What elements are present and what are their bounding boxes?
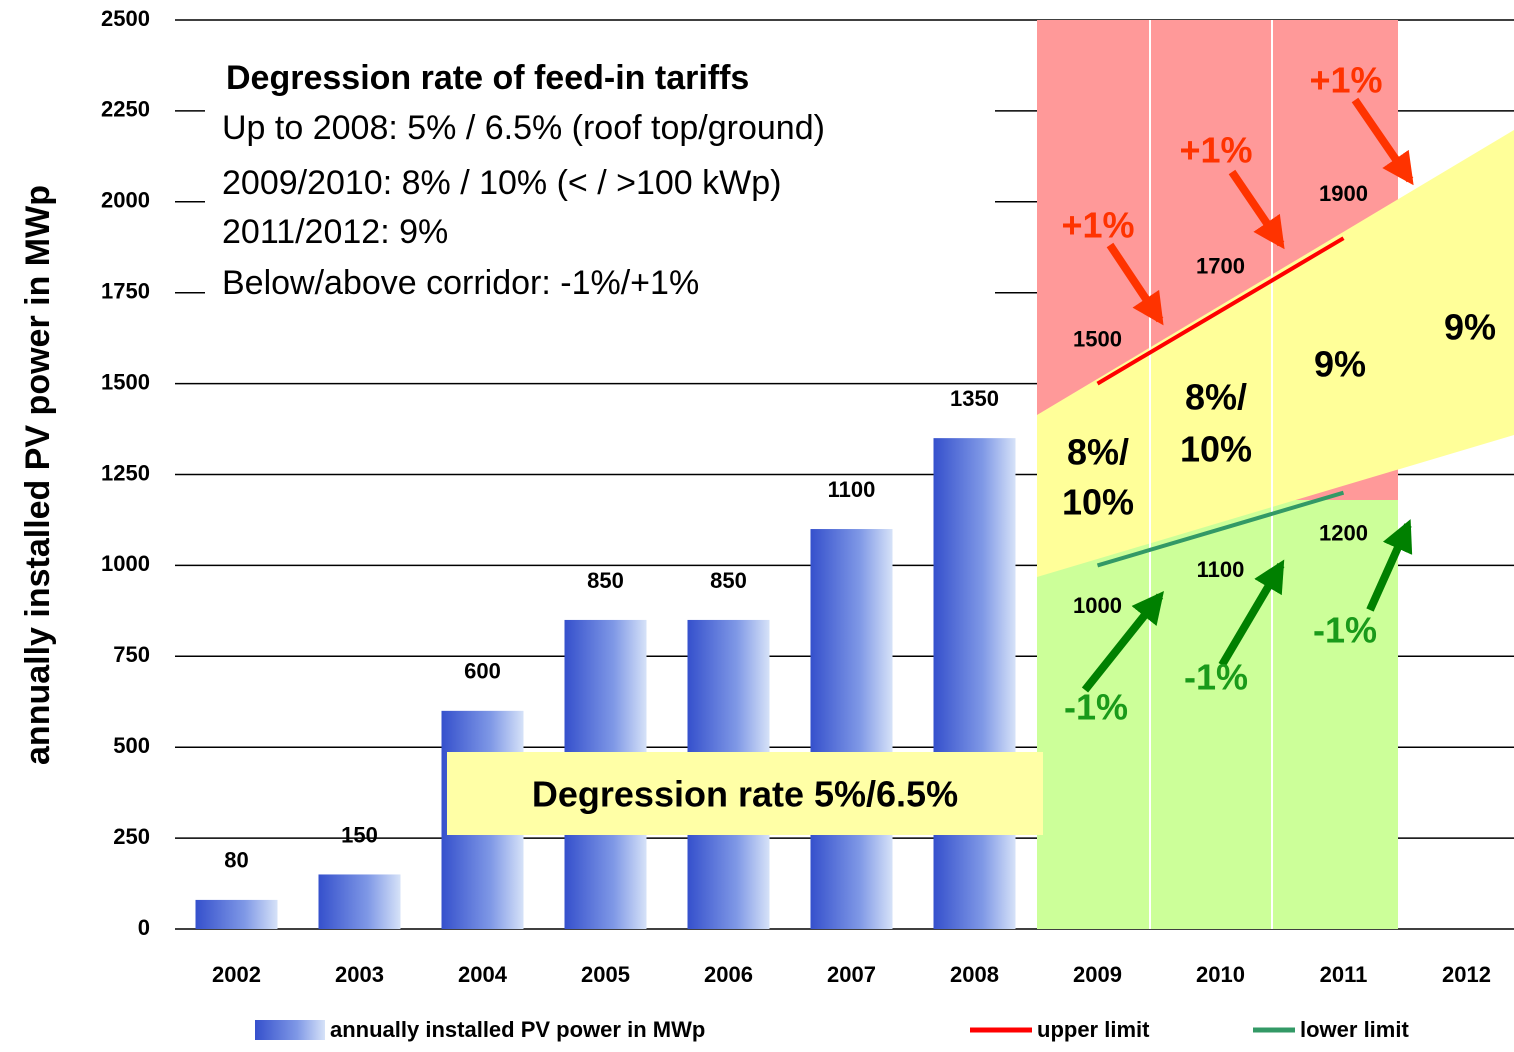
limit-value-label: 1900: [1319, 181, 1368, 206]
y-tick-label: 1500: [101, 369, 150, 394]
down-label: -1%: [1064, 687, 1128, 728]
value-label: 850: [710, 568, 747, 593]
value-label: 850: [587, 568, 624, 593]
y-tick-label: 2000: [101, 188, 150, 213]
x-tick-label: 2012: [1442, 962, 1491, 987]
rate-label: 9%: [1314, 344, 1366, 385]
y-tick-label: 250: [113, 824, 150, 849]
up-label: +1%: [1309, 60, 1382, 101]
bar: [811, 529, 893, 929]
x-tick-label: 2009: [1073, 962, 1122, 987]
x-tick-label: 2006: [704, 962, 753, 987]
limit-value-label: 1700: [1196, 254, 1245, 279]
bar: [319, 874, 401, 929]
x-tick-label: 2007: [827, 962, 876, 987]
x-tick-label: 2011: [1320, 962, 1368, 987]
y-tick-label: 2250: [101, 97, 150, 122]
rate-label: 8%/: [1185, 377, 1247, 418]
y-axis-label: annually installed PV power in MWp: [19, 185, 57, 765]
up-label: +1%: [1179, 130, 1252, 171]
legend-label: lower limit: [1300, 1017, 1409, 1042]
box-line: Up to 2008: 5% / 6.5% (roof top/ground): [222, 109, 825, 147]
y-tick-label: 0: [138, 915, 150, 940]
x-tick-label: 2008: [950, 962, 999, 987]
x-tick-label: 2004: [458, 962, 508, 987]
box-line: 2009/2010: 8% / 10% (< / >100 kWp): [222, 164, 781, 202]
rate-label: 10%: [1062, 482, 1134, 523]
legend-swatch: [255, 1020, 325, 1040]
y-tick-label: 1250: [101, 460, 150, 485]
y-tick-label: 2500: [101, 6, 150, 31]
legend-label: annually installed PV power in MWp: [330, 1017, 705, 1042]
value-label: 1350: [950, 386, 999, 411]
x-tick-label: 2002: [212, 962, 261, 987]
box-title: Degression rate of feed-in tariffs: [226, 59, 749, 97]
up-label: +1%: [1061, 205, 1134, 246]
limit-value-label: 1500: [1073, 326, 1122, 351]
down-label: -1%: [1184, 657, 1248, 698]
bars: [196, 438, 1016, 929]
value-label: 1100: [828, 477, 876, 502]
limit-value-label: 1100: [1197, 557, 1245, 582]
limit-value-label: 1200: [1319, 520, 1368, 545]
y-tick-label: 1750: [101, 279, 150, 304]
y-tick-label: 750: [113, 642, 150, 667]
down-label: -1%: [1313, 610, 1377, 651]
limit-value-label: 1000: [1073, 593, 1122, 618]
x-tick-label: 2005: [581, 962, 630, 987]
x-tick-label: 2003: [335, 962, 384, 987]
value-label: 600: [464, 659, 501, 684]
box-line: 2011/2012: 9%: [222, 213, 448, 251]
rate-label: 8%/: [1067, 432, 1129, 473]
legend: annually installed PV power in MWp upper …: [255, 1017, 1409, 1042]
chart: 0 250 500 750 1000 1250 1500 1750 2000 2250 2500 2…: [0, 0, 1514, 1047]
y-tick-label: 500: [113, 733, 150, 758]
value-label: 80: [224, 848, 248, 873]
rate-label: 9%: [1444, 307, 1496, 348]
y-tick-label: 1000: [101, 551, 150, 576]
legend-label: upper limit: [1037, 1017, 1150, 1042]
box-line: Below/above corridor: -1%/+1%: [222, 264, 699, 302]
rate-label: 10%: [1180, 429, 1252, 470]
x-tick-label: 2010: [1196, 962, 1245, 987]
corridor-label: Degression rate 5%/6.5%: [532, 774, 958, 815]
value-label: 150: [341, 822, 378, 847]
bar: [196, 900, 278, 929]
bar: [934, 438, 1016, 929]
